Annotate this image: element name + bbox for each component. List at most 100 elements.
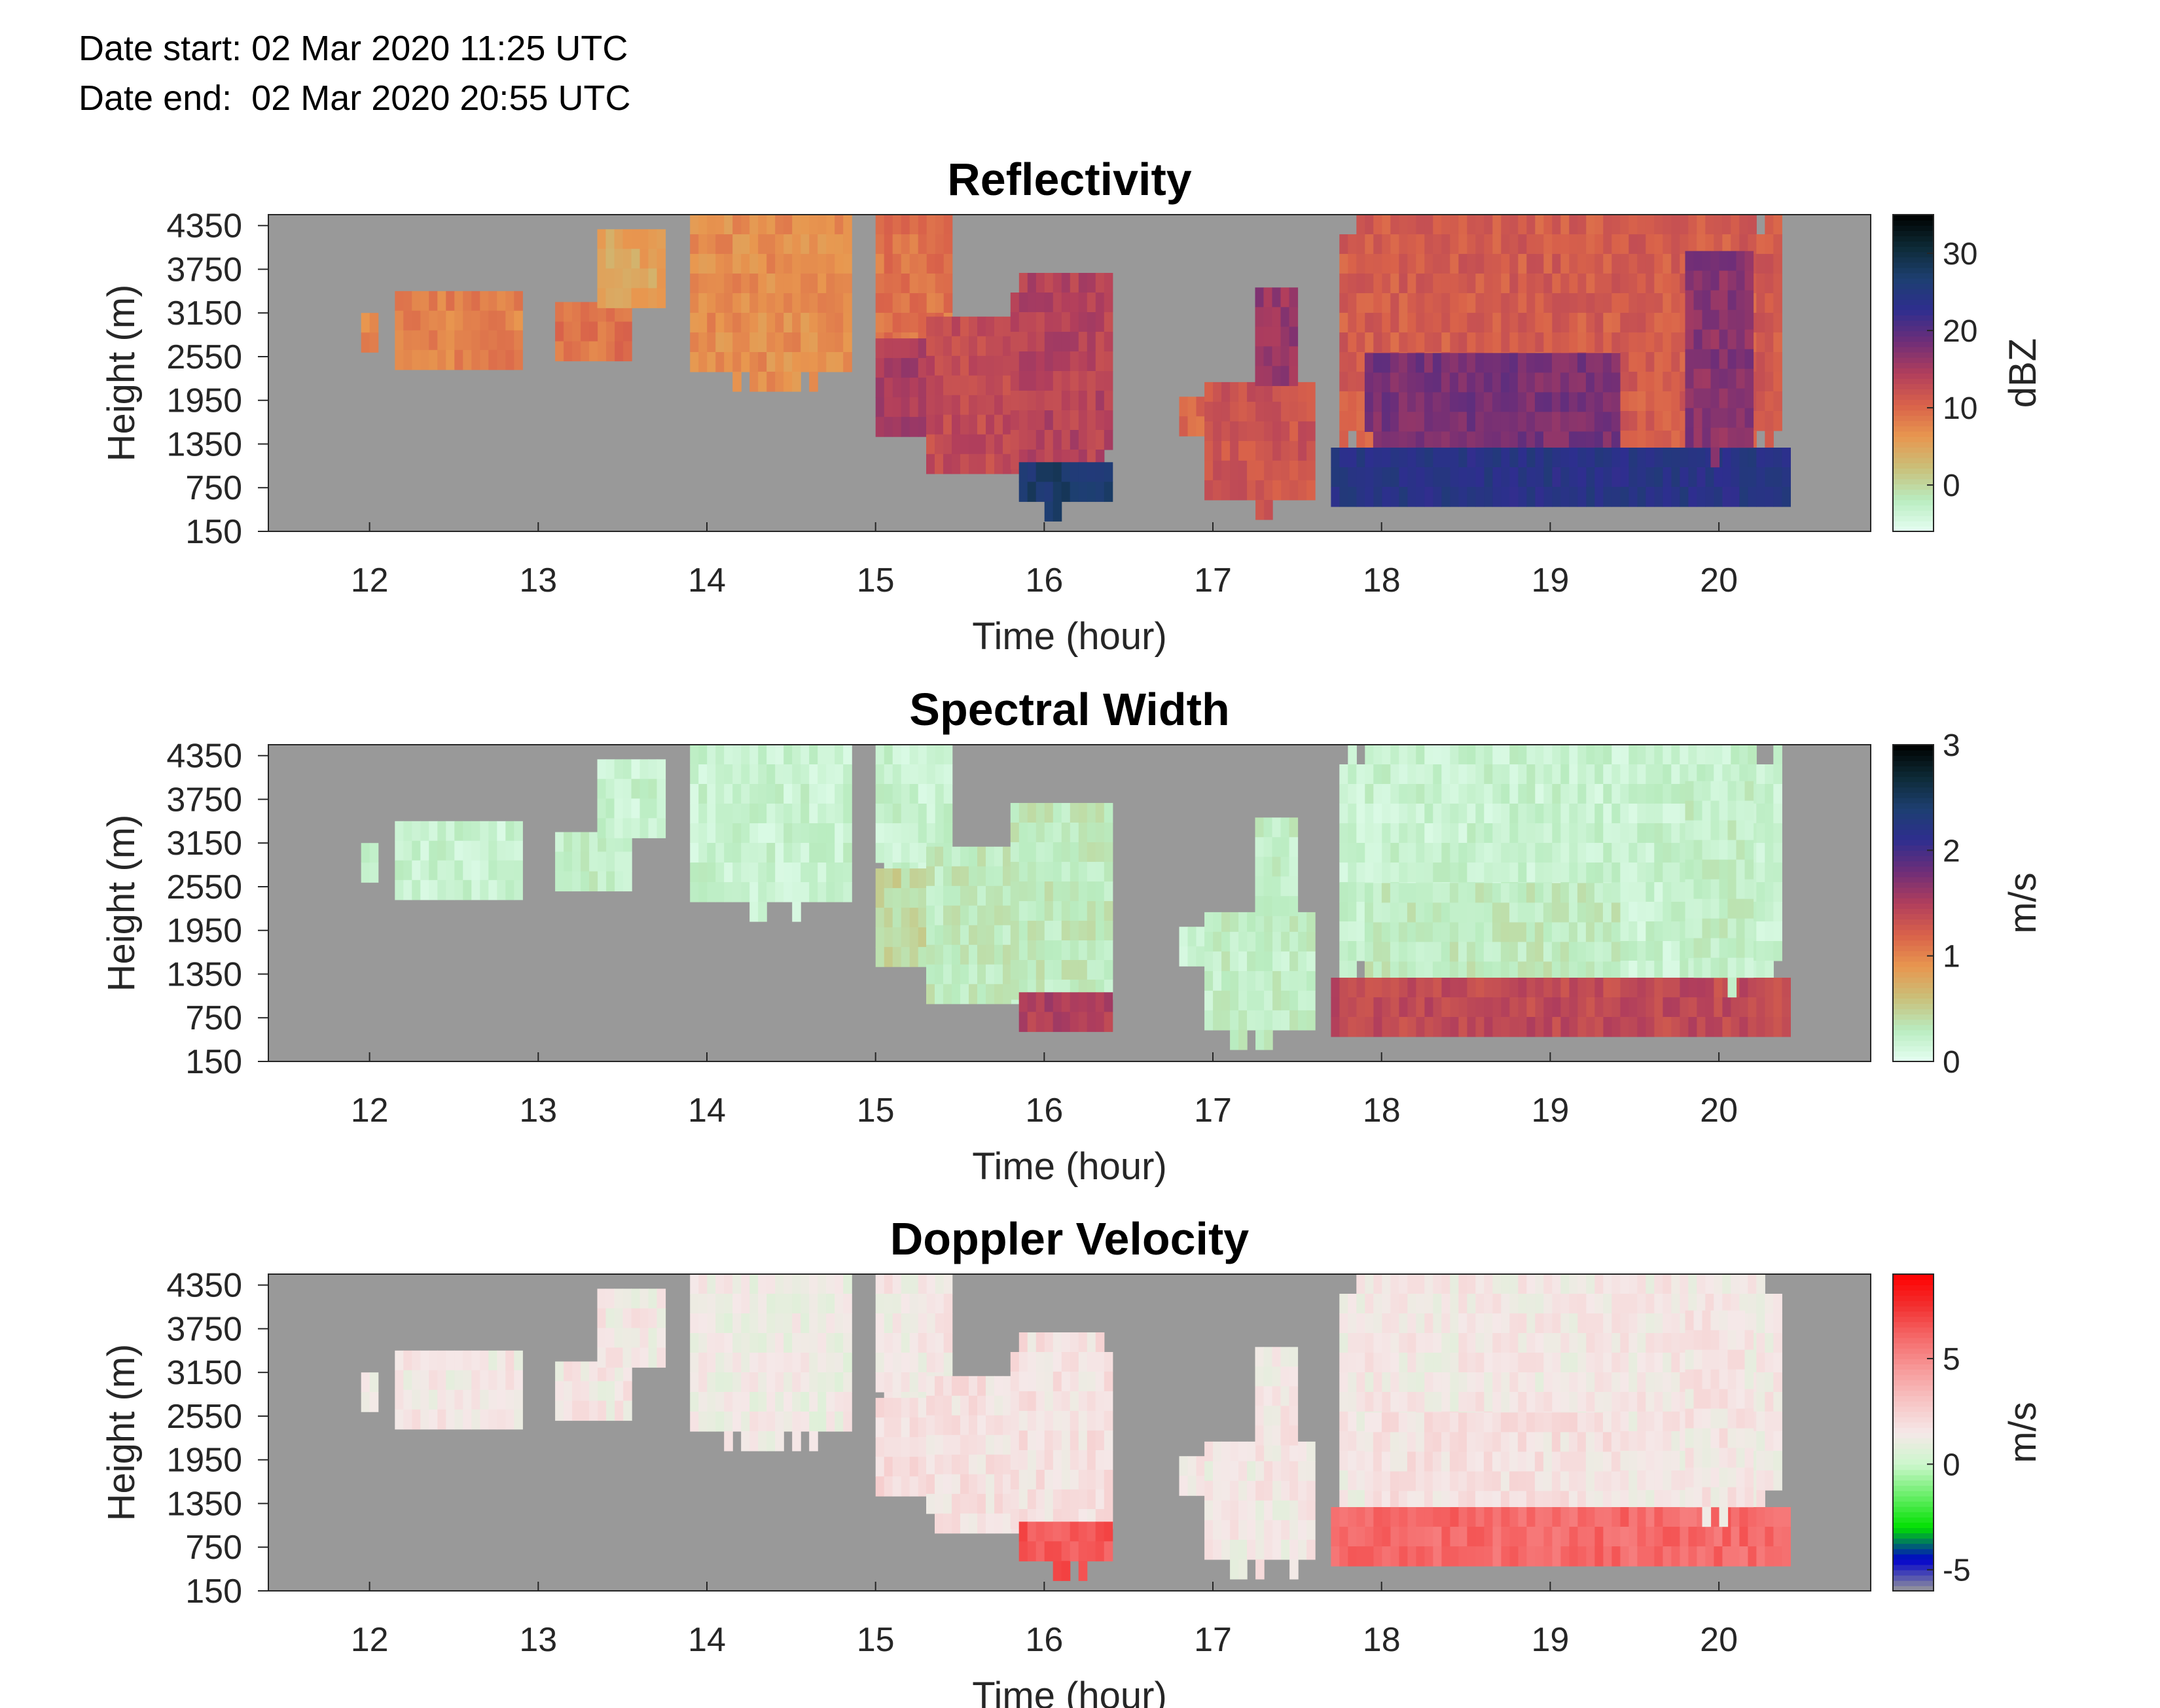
x-tick-label: 13 <box>519 561 557 599</box>
y-tick-label: 150 <box>185 513 242 551</box>
colorbar-tick-label: 1 <box>1943 940 1960 974</box>
x-axis-label: Time (hour) <box>972 1145 1167 1188</box>
y-tick-label: 3750 <box>166 1310 242 1348</box>
echo-region <box>1179 397 1206 436</box>
y-tick-label: 1950 <box>166 912 242 950</box>
echo-region <box>1364 883 1621 982</box>
colorbar-tick-label: 20 <box>1943 314 1977 349</box>
y-tick-label: 1350 <box>166 1485 242 1523</box>
x-tick-label: 15 <box>857 1621 895 1659</box>
echo-region <box>1255 817 1299 916</box>
x-tick-label: 18 <box>1363 561 1401 599</box>
axes-frame <box>268 744 1871 1062</box>
colorbar-label: m/s <box>2002 1402 2044 1463</box>
echo-region <box>597 1289 666 1368</box>
echo-region <box>555 832 632 892</box>
echo-region <box>1018 992 1113 1032</box>
x-tick-label: 19 <box>1531 1092 1569 1130</box>
echo-region <box>1364 1412 1621 1511</box>
x-axis-label: Time (hour) <box>972 1675 1167 1708</box>
colorbar-tick-label: -5 <box>1943 1554 1971 1588</box>
echo-region <box>1331 1507 1791 1567</box>
echo-region <box>1010 1332 1113 1549</box>
x-tick-label: 15 <box>857 1092 895 1130</box>
x-tick-label: 20 <box>1700 561 1738 599</box>
y-tick-label: 1350 <box>166 955 242 993</box>
echo-region <box>1685 1310 1754 1527</box>
x-tick-label: 16 <box>1025 1621 1063 1659</box>
echo-region <box>361 843 379 883</box>
y-tick-label: 150 <box>185 1043 242 1081</box>
echo-region <box>1018 462 1113 522</box>
y-tick-label: 1350 <box>166 425 242 463</box>
echo-region <box>1204 382 1316 520</box>
panel-reflectivity: Reflectivity 12 13 14 15 16 17 18 19 20 150 750 1350… <box>100 154 2044 658</box>
panel-title: Spectral Width <box>909 684 1229 735</box>
x-tick-label: 12 <box>351 1092 389 1130</box>
echo-region <box>1179 927 1206 967</box>
echo-region <box>1010 803 1113 1020</box>
echo-region <box>395 291 523 370</box>
colorbar-tick-label: 3 <box>1943 728 1960 763</box>
y-tick-label: 750 <box>185 1529 242 1567</box>
x-tick-label: 20 <box>1700 1092 1738 1130</box>
date-start-text: Date start: 02 Mar 2020 11:25 UTC <box>79 29 628 68</box>
date-header: Date start: 02 Mar 2020 11:25 UTC Date e… <box>79 24 631 123</box>
colorbar-tick-label: 0 <box>1943 1045 1960 1080</box>
echo-region <box>1255 287 1299 386</box>
colorbar-tick-label: 10 <box>1943 391 1977 426</box>
y-tick-label: 3150 <box>166 294 242 332</box>
x-tick-label: 17 <box>1194 1092 1232 1130</box>
echo-region <box>1685 781 1754 998</box>
y-tick-label: 2550 <box>166 338 242 376</box>
x-tick-label: 17 <box>1194 561 1232 599</box>
x-tick-label: 16 <box>1025 561 1063 599</box>
axes-frame <box>268 214 1871 532</box>
colorbar-tick-label: 2 <box>1943 834 1960 868</box>
x-tick-label: 17 <box>1194 1621 1232 1659</box>
x-tick-label: 18 <box>1363 1621 1401 1659</box>
y-tick-label: 3150 <box>166 1354 242 1392</box>
colorbar-label: dBZ <box>2002 338 2044 408</box>
y-tick-label: 2550 <box>166 1398 242 1436</box>
y-tick-label: 150 <box>185 1573 242 1610</box>
y-tick-label: 750 <box>185 999 242 1037</box>
x-tick-label: 14 <box>688 1092 726 1130</box>
echo-region <box>395 1350 523 1430</box>
x-tick-label: 18 <box>1363 1092 1401 1130</box>
x-tick-label: 15 <box>857 561 895 599</box>
colorbar: 0 1 2 3 m/s <box>1892 728 2044 1080</box>
echo-region <box>1331 448 1791 507</box>
x-tick-label: 13 <box>519 1621 557 1659</box>
x-tick-label: 12 <box>351 561 389 599</box>
x-tick-label: 19 <box>1531 1621 1569 1659</box>
echo-region <box>597 759 666 838</box>
echo-region <box>1010 273 1113 489</box>
date-end-text: Date end: 02 Mar 2020 20:55 UTC <box>79 79 631 118</box>
x-tick-label: 12 <box>351 1621 389 1659</box>
colorbar: -5 0 5 m/s <box>1892 1273 2044 1592</box>
y-tick-label: 3750 <box>166 781 242 819</box>
echo-region <box>1204 1441 1316 1580</box>
colorbar-tick-label: 5 <box>1943 1342 1960 1377</box>
echo-region <box>1255 1347 1299 1446</box>
y-axis-label: Height (m) <box>100 815 143 992</box>
echo-region <box>690 215 852 392</box>
colorbar-tick-label: 30 <box>1943 237 1977 272</box>
y-axis-label: Height (m) <box>100 285 143 462</box>
y-tick-label: 750 <box>185 469 242 507</box>
colorbar: 0 10 20 30 dBZ <box>1892 214 2044 532</box>
x-tick-label: 13 <box>519 1092 557 1130</box>
x-tick-label: 14 <box>688 1621 726 1659</box>
colorbar-label: m/s <box>2002 872 2044 933</box>
y-tick-label: 2550 <box>166 868 242 906</box>
y-tick-label: 4350 <box>166 207 242 245</box>
y-tick-label: 1950 <box>166 1442 242 1480</box>
y-axis-label: Height (m) <box>100 1344 143 1521</box>
x-tick-label: 14 <box>688 561 726 599</box>
echo-region <box>1204 912 1316 1050</box>
y-tick-label: 4350 <box>166 1267 242 1305</box>
x-axis-label: Time (hour) <box>972 615 1167 658</box>
